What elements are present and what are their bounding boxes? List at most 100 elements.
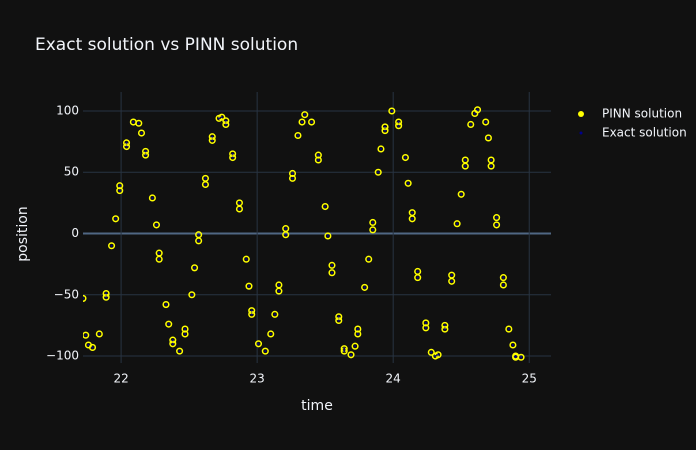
point — [430, 351, 433, 354]
point — [282, 225, 290, 233]
point — [314, 156, 322, 164]
point — [317, 158, 320, 161]
point — [184, 328, 187, 331]
point — [110, 244, 113, 247]
point — [112, 215, 120, 223]
point — [238, 201, 241, 204]
point — [288, 169, 297, 178]
point — [520, 356, 523, 359]
point — [330, 271, 333, 274]
point — [140, 132, 143, 135]
point — [511, 343, 514, 346]
point — [326, 234, 329, 237]
point — [330, 264, 333, 267]
point — [184, 332, 187, 335]
point — [377, 171, 380, 174]
point — [460, 193, 463, 196]
point — [218, 117, 221, 120]
point — [482, 118, 490, 126]
point — [250, 313, 253, 316]
point — [404, 156, 407, 159]
point — [155, 255, 163, 263]
point — [371, 228, 374, 231]
point — [245, 282, 253, 290]
point — [369, 218, 377, 227]
point — [328, 261, 336, 269]
point — [144, 154, 147, 157]
point — [317, 154, 320, 157]
point — [374, 168, 382, 176]
point — [91, 346, 94, 349]
point — [361, 283, 369, 291]
point — [411, 211, 414, 214]
point — [271, 310, 279, 318]
point — [220, 116, 223, 119]
point — [453, 220, 461, 228]
point — [448, 277, 456, 285]
point — [137, 122, 140, 125]
point — [195, 231, 203, 239]
point — [176, 347, 184, 355]
point — [273, 313, 276, 316]
point — [83, 294, 87, 302]
point — [487, 162, 495, 170]
point — [151, 196, 154, 199]
point — [490, 165, 493, 168]
point — [181, 325, 189, 333]
point — [303, 113, 306, 116]
point — [397, 124, 400, 127]
point — [235, 205, 244, 213]
point — [390, 109, 393, 112]
point — [171, 342, 174, 345]
point — [437, 353, 440, 356]
point — [473, 106, 482, 114]
point — [224, 119, 227, 122]
point — [83, 297, 84, 300]
point — [424, 321, 427, 324]
point — [427, 348, 435, 356]
point — [98, 332, 101, 335]
point — [191, 264, 199, 272]
point — [490, 158, 493, 161]
point — [250, 309, 253, 312]
point — [356, 328, 359, 331]
point — [347, 351, 355, 359]
point — [367, 258, 370, 261]
point — [476, 108, 479, 111]
point — [267, 330, 275, 338]
point — [499, 274, 507, 282]
y-tick-label: −50 — [54, 287, 79, 301]
point — [404, 179, 412, 187]
point — [457, 190, 465, 198]
point — [238, 208, 241, 211]
point — [135, 119, 143, 127]
point — [242, 255, 250, 263]
point — [137, 129, 146, 137]
point — [343, 350, 346, 353]
point — [443, 328, 446, 331]
point — [277, 283, 280, 286]
x-tick-label: 22 — [113, 372, 128, 386]
point — [298, 118, 306, 126]
legend-label: PINN solution — [602, 107, 682, 121]
point — [264, 350, 267, 353]
point — [231, 152, 234, 155]
point — [324, 205, 327, 208]
point — [487, 136, 490, 139]
point — [277, 290, 280, 293]
point — [211, 135, 214, 138]
point — [351, 342, 359, 350]
point — [517, 353, 525, 361]
plot-area — [83, 106, 525, 361]
point — [467, 120, 475, 129]
point — [108, 242, 116, 250]
point — [105, 296, 108, 299]
point — [422, 324, 430, 332]
point — [450, 274, 453, 277]
point — [321, 203, 329, 211]
legend-marker — [578, 111, 584, 117]
point — [231, 156, 234, 159]
point — [178, 350, 181, 353]
x-tick-label: 25 — [522, 372, 537, 386]
